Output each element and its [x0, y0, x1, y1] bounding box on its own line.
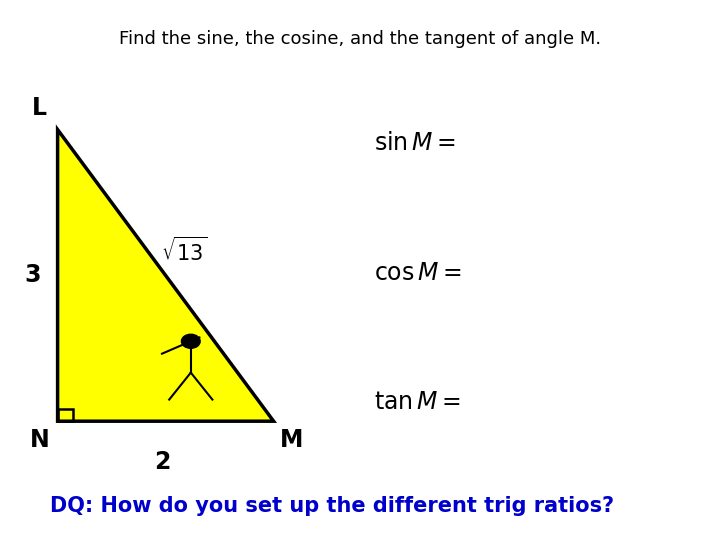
Text: L: L: [32, 96, 47, 120]
Text: $\tan M =$: $\tan M =$: [374, 390, 462, 414]
Polygon shape: [58, 130, 274, 421]
Text: M: M: [280, 428, 303, 452]
Text: Find the sine, the cosine, and the tangent of angle M.: Find the sine, the cosine, and the tange…: [119, 30, 601, 48]
Text: $\sqrt{13}$: $\sqrt{13}$: [161, 237, 207, 265]
Text: $\sin M =$: $\sin M =$: [374, 131, 456, 155]
Text: N: N: [30, 428, 50, 452]
Text: $\cos M =$: $\cos M =$: [374, 261, 462, 285]
Text: 3: 3: [24, 264, 40, 287]
Bar: [58, 409, 73, 421]
Text: DQ: How do you set up the different trig ratios?: DQ: How do you set up the different trig…: [50, 496, 615, 516]
Circle shape: [181, 334, 200, 348]
Text: 2: 2: [154, 450, 170, 474]
